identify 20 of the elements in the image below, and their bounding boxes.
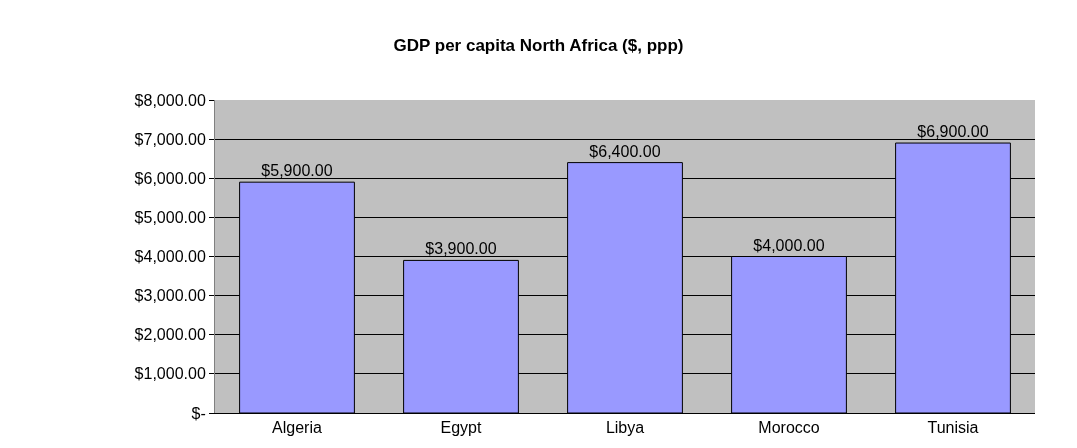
x-tick-label: Tunisia: [927, 419, 979, 437]
data-label: $4,000.00: [753, 236, 825, 254]
y-tick-label: $-: [191, 404, 206, 422]
x-tick-label: Egypt: [440, 419, 483, 437]
y-tick-label: $2,000.00: [134, 326, 206, 344]
x-tick-label: Algeria: [272, 419, 322, 437]
data-label: $5,900.00: [261, 162, 333, 180]
y-tick-label: $6,000.00: [134, 169, 206, 187]
y-tick-label: $1,000.00: [134, 365, 206, 383]
data-label: $3,900.00: [425, 240, 497, 258]
y-tick-label: $4,000.00: [134, 248, 206, 266]
data-label: $6,400.00: [589, 142, 661, 160]
chart-title: GDP per capita North Africa ($, ppp): [393, 35, 684, 55]
y-tick-label: $3,000.00: [134, 287, 206, 305]
x-tick-label: Morocco: [758, 419, 820, 437]
y-tick-label: $7,000.00: [134, 130, 206, 148]
y-tick-label: $8,000.00: [134, 91, 206, 109]
data-label: $6,900.00: [917, 123, 989, 141]
x-tick-label: Libya: [605, 419, 645, 437]
y-tick-label: $5,000.00: [134, 208, 206, 226]
